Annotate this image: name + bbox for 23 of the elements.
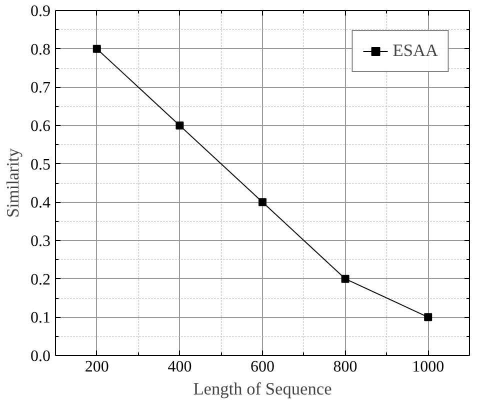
y-tick-label: 0.8 [30, 41, 50, 58]
y-tick-label: 0.1 [30, 310, 50, 327]
y-axis-title: Similarity [4, 148, 22, 218]
point [176, 122, 184, 130]
y-tick-label: 0.4 [30, 194, 50, 212]
x-tick-label: 1000 [412, 358, 444, 376]
y-tick-label: 0.3 [30, 233, 50, 250]
point [258, 198, 266, 206]
point [92, 44, 101, 53]
x-tick-label: 200 [84, 358, 109, 376]
x-axis-title: Length of Sequence [193, 380, 332, 398]
x-tick-label: 800 [333, 358, 358, 376]
y-tick-label: 0.7 [30, 80, 50, 97]
y-tick-label: 0.6 [30, 118, 50, 135]
y-tick-label: 0.2 [30, 271, 50, 288]
point [424, 313, 432, 322]
y-tick-label: 0.0 [30, 348, 50, 365]
x-tick-label: 400 [168, 358, 192, 376]
legend-label: ESAA [392, 41, 438, 61]
y-tick-label: 0.5 [30, 156, 50, 174]
x-tick-label: 600 [250, 358, 274, 376]
point [341, 274, 350, 283]
y-tick-label: 0.9 [30, 3, 50, 20]
